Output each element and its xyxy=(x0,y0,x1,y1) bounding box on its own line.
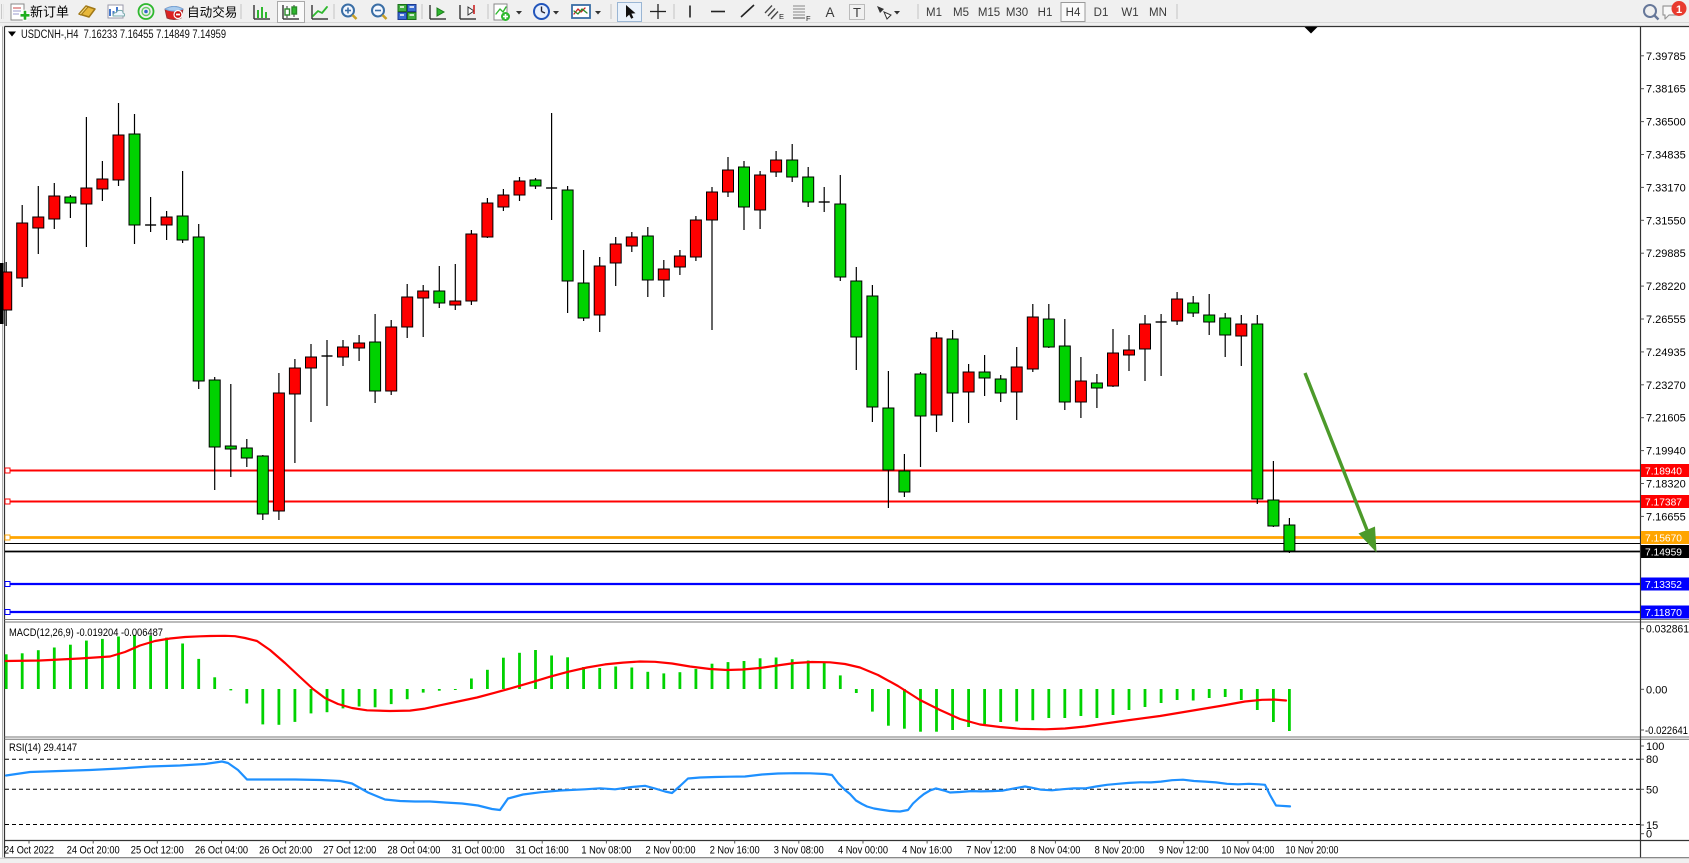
svg-text:24 Oct 2022: 24 Oct 2022 xyxy=(4,845,54,857)
svg-text:M15: M15 xyxy=(978,7,1000,19)
svg-text:T: T xyxy=(853,5,861,20)
svg-text:M30: M30 xyxy=(1006,7,1028,19)
svg-text:15: 15 xyxy=(1646,820,1658,832)
svg-text:7.36500: 7.36500 xyxy=(1646,117,1686,129)
svg-text:80: 80 xyxy=(1646,754,1658,766)
svg-text:H4: H4 xyxy=(1066,7,1081,19)
svg-text:100: 100 xyxy=(1646,741,1664,753)
svg-text:新订单: 新订单 xyxy=(30,5,69,20)
svg-text:9 Nov 12:00: 9 Nov 12:00 xyxy=(1159,845,1209,857)
svg-text:7.28220: 7.28220 xyxy=(1646,281,1686,293)
svg-text:7.19940: 7.19940 xyxy=(1646,446,1686,458)
svg-text:7.24935: 7.24935 xyxy=(1646,347,1686,359)
svg-text:D1: D1 xyxy=(1094,7,1109,19)
svg-text:0.032861: 0.032861 xyxy=(1646,624,1689,636)
svg-text:7.16655: 7.16655 xyxy=(1646,511,1686,523)
svg-text:7.17387: 7.17387 xyxy=(1645,497,1682,508)
svg-text:8 Nov 20:00: 8 Nov 20:00 xyxy=(1095,845,1145,857)
svg-text:2 Nov 00:00: 2 Nov 00:00 xyxy=(646,845,696,857)
svg-text:7.15670: 7.15670 xyxy=(1645,533,1682,544)
svg-text:7.34835: 7.34835 xyxy=(1646,150,1686,162)
svg-text:-0.022641: -0.022641 xyxy=(1645,725,1688,737)
svg-text:M1: M1 xyxy=(926,7,942,19)
svg-text:31 Oct 00:00: 31 Oct 00:00 xyxy=(452,845,505,857)
svg-text:MACD(12,26,9) -0.019204 -0.006: MACD(12,26,9) -0.019204 -0.006487 xyxy=(9,627,163,639)
svg-text:1 Nov 08:00: 1 Nov 08:00 xyxy=(581,845,631,857)
svg-text:3 Nov 08:00: 3 Nov 08:00 xyxy=(774,845,824,857)
svg-text:4 Nov 16:00: 4 Nov 16:00 xyxy=(902,845,952,857)
svg-text:1: 1 xyxy=(1676,4,1682,16)
svg-text:10 Nov 04:00: 10 Nov 04:00 xyxy=(1221,845,1274,857)
svg-text:M5: M5 xyxy=(953,7,969,19)
svg-text:USDCNH-,H4 7.16233 7.16455 7.: USDCNH-,H4 7.16233 7.16455 7.14849 7.149… xyxy=(21,27,226,41)
svg-text:F: F xyxy=(806,14,811,23)
svg-text:7.33170: 7.33170 xyxy=(1646,182,1686,194)
svg-text:自动交易: 自动交易 xyxy=(187,5,237,20)
svg-text:7.39785: 7.39785 xyxy=(1646,51,1686,63)
svg-text:50: 50 xyxy=(1646,784,1658,796)
svg-text:7 Nov 12:00: 7 Nov 12:00 xyxy=(966,845,1016,857)
svg-text:25 Oct 12:00: 25 Oct 12:00 xyxy=(131,845,184,857)
svg-text:W1: W1 xyxy=(1121,7,1138,19)
svg-text:E: E xyxy=(779,12,784,21)
svg-text:31 Oct 16:00: 31 Oct 16:00 xyxy=(516,845,569,857)
svg-text:4 Nov 00:00: 4 Nov 00:00 xyxy=(838,845,888,857)
svg-text:7.23270: 7.23270 xyxy=(1646,380,1686,392)
svg-text:RSI(14) 29.4147: RSI(14) 29.4147 xyxy=(9,742,77,754)
svg-text:H1: H1 xyxy=(1038,7,1053,19)
svg-text:2 Nov 16:00: 2 Nov 16:00 xyxy=(710,845,760,857)
svg-text:8 Nov 04:00: 8 Nov 04:00 xyxy=(1030,845,1080,857)
svg-text:7.18320: 7.18320 xyxy=(1646,479,1686,491)
svg-text:0.00: 0.00 xyxy=(1646,684,1667,696)
svg-text:0: 0 xyxy=(1646,829,1652,841)
svg-text:7.38165: 7.38165 xyxy=(1646,84,1686,96)
svg-text:28 Oct 04:00: 28 Oct 04:00 xyxy=(387,845,440,857)
svg-text:7.14959: 7.14959 xyxy=(1645,547,1682,558)
svg-text:7.31550: 7.31550 xyxy=(1646,215,1686,227)
svg-text:7.18940: 7.18940 xyxy=(1645,466,1682,477)
svg-text:7.21605: 7.21605 xyxy=(1646,413,1686,425)
svg-text:27 Oct 12:00: 27 Oct 12:00 xyxy=(323,845,376,857)
svg-text:A: A xyxy=(825,5,834,20)
svg-text:26 Oct 20:00: 26 Oct 20:00 xyxy=(259,845,312,857)
svg-text:24 Oct 20:00: 24 Oct 20:00 xyxy=(67,845,120,857)
svg-text:7.29885: 7.29885 xyxy=(1646,248,1686,260)
svg-text:7.13352: 7.13352 xyxy=(1645,580,1682,591)
svg-text:7.11870: 7.11870 xyxy=(1645,608,1682,619)
svg-text:26 Oct 04:00: 26 Oct 04:00 xyxy=(195,845,248,857)
svg-text:MN: MN xyxy=(1149,7,1167,19)
svg-text:7.26555: 7.26555 xyxy=(1646,314,1686,326)
svg-text:10 Nov 20:00: 10 Nov 20:00 xyxy=(1286,845,1339,857)
